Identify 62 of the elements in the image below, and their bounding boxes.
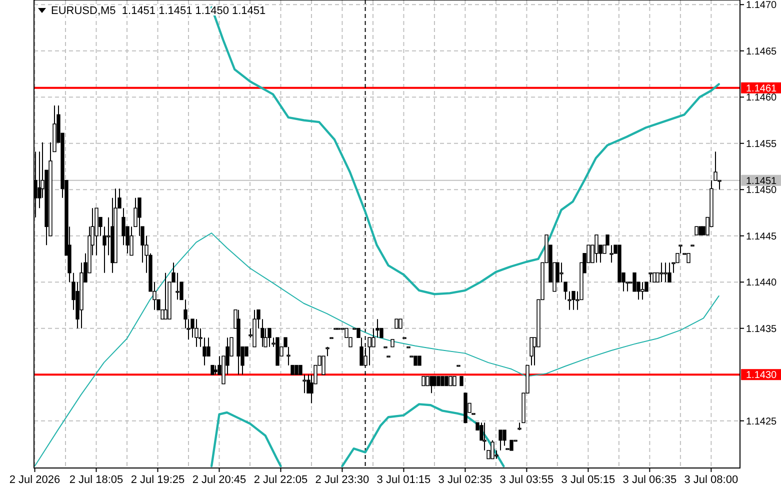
candlestick bbox=[668, 262, 672, 283]
y-tick-label: 1.1460 bbox=[746, 92, 778, 104]
x-tick-label: 3 Jul 03:55 bbox=[500, 474, 554, 486]
candlestick bbox=[418, 356, 422, 366]
line-series bbox=[210, 411, 282, 468]
candlestick bbox=[194, 318, 198, 348]
y-tick-label: 1.1425 bbox=[746, 416, 778, 428]
y-tick-label: 1.1465 bbox=[746, 46, 778, 58]
line-series bbox=[34, 232, 720, 467]
candlestick bbox=[632, 272, 636, 292]
candlestick bbox=[440, 376, 444, 386]
candlestick bbox=[448, 376, 452, 386]
candlestick bbox=[268, 328, 272, 348]
candlestick bbox=[426, 376, 430, 386]
candlestick bbox=[176, 272, 180, 300]
x-tick-label: 2 Jul 22:05 bbox=[254, 474, 308, 486]
candlestick bbox=[444, 376, 448, 386]
x-tick-label: 2 Jul 19:25 bbox=[130, 474, 185, 486]
candlestick bbox=[664, 262, 668, 283]
x-tick-label: 2 Jul 18:05 bbox=[69, 474, 124, 486]
ref-line-label: 1.1451 bbox=[746, 176, 778, 187]
candlestick bbox=[294, 364, 298, 375]
candlestick bbox=[498, 430, 502, 451]
y-tick-label: 1.1450 bbox=[746, 185, 778, 196]
candlestick bbox=[214, 364, 218, 376]
candlestick bbox=[568, 290, 572, 310]
candlestick bbox=[368, 337, 372, 366]
candlestick bbox=[394, 318, 398, 329]
candlestick bbox=[510, 440, 514, 451]
candlestick bbox=[452, 376, 456, 386]
x-tick-label: 2 Jul 20:45 bbox=[192, 474, 246, 486]
x-tick-label: 3 Jul 08:00 bbox=[684, 474, 738, 486]
x-tick-label: 2 Jul 2026 bbox=[9, 474, 60, 486]
candlestick bbox=[502, 430, 506, 446]
candlestick bbox=[414, 356, 418, 366]
candlestick bbox=[490, 440, 494, 460]
candlestick bbox=[206, 337, 210, 357]
x-tick-label: 3 Jul 05:15 bbox=[561, 474, 616, 486]
candlestick bbox=[686, 253, 690, 264]
y-tick-label: 1.1440 bbox=[746, 278, 778, 289]
candlestick bbox=[572, 290, 576, 310]
candlestick bbox=[640, 282, 644, 300]
candlestick bbox=[398, 318, 402, 329]
y-tick-label: 1.1435 bbox=[746, 324, 778, 335]
x-tick-label: 3 Jul 01:15 bbox=[376, 474, 431, 486]
candlestick bbox=[364, 347, 368, 366]
ref-line-label: 1.1430 bbox=[746, 370, 778, 382]
candlestick bbox=[422, 376, 426, 386]
y-tick-label: 1.1470 bbox=[746, 0, 778, 12]
candlestick bbox=[460, 376, 464, 386]
candlestick bbox=[436, 376, 440, 386]
candlestick bbox=[164, 272, 168, 320]
candlestick bbox=[210, 364, 214, 375]
candlestick bbox=[660, 262, 664, 283]
line-series bbox=[341, 403, 505, 468]
ref-line-label: 1.1461 bbox=[746, 83, 778, 94]
y-tick-label: 1.1445 bbox=[746, 231, 778, 242]
candlestick bbox=[594, 234, 598, 264]
x-tick-label: 3 Jul 02:35 bbox=[438, 474, 492, 486]
y-tick-label: 1.1455 bbox=[746, 138, 778, 150]
x-tick-label: 3 Jul 06:35 bbox=[622, 474, 677, 486]
x-tick-label: 2 Jul 23:30 bbox=[315, 474, 370, 486]
